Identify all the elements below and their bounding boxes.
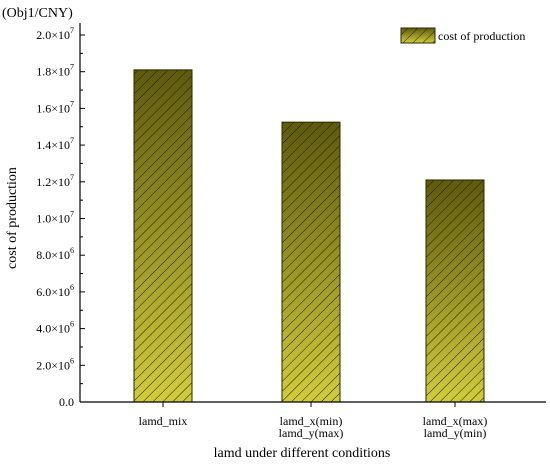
y-tick-label: 0.0 <box>59 395 74 409</box>
x-tick-label: lamd_y(max) <box>279 426 344 440</box>
x-tick-label: lamd_mix <box>139 414 188 428</box>
y-tick-label: 8.0×106 <box>36 246 74 262</box>
y-tick-label: 1.0×107 <box>36 210 74 226</box>
legend-swatch-hatch <box>400 27 436 44</box>
unit-label: (Obj1/CNY) <box>2 6 73 21</box>
legend: cost of production <box>400 27 525 44</box>
x-tick-label: lamd_x(min) <box>280 414 343 428</box>
bar-1-hatch <box>133 69 193 403</box>
x-axis-title: lamd under different conditions <box>214 446 391 461</box>
y-tick-label: 2.0×107 <box>36 26 74 42</box>
y-tick-label: 1.4×107 <box>36 136 74 152</box>
y-tick-label: 2.0×106 <box>36 356 74 372</box>
y-tick-label: 6.0×106 <box>36 283 74 299</box>
bar-3-hatch <box>425 179 485 403</box>
x-tick-label: lamd_y(min) <box>424 426 487 440</box>
legend-label: cost of production <box>438 29 525 43</box>
y-tick-label: 1.6×107 <box>36 99 74 115</box>
y-tick-label: 4.0×106 <box>36 320 74 336</box>
bar-2-hatch <box>281 121 341 403</box>
x-tick-label: lamd_x(max) <box>423 414 488 428</box>
y-tick-label: 1.2×107 <box>36 173 74 189</box>
y-tick-label: 1.8×107 <box>36 63 74 79</box>
y-axis-title: cost of production <box>5 167 20 269</box>
